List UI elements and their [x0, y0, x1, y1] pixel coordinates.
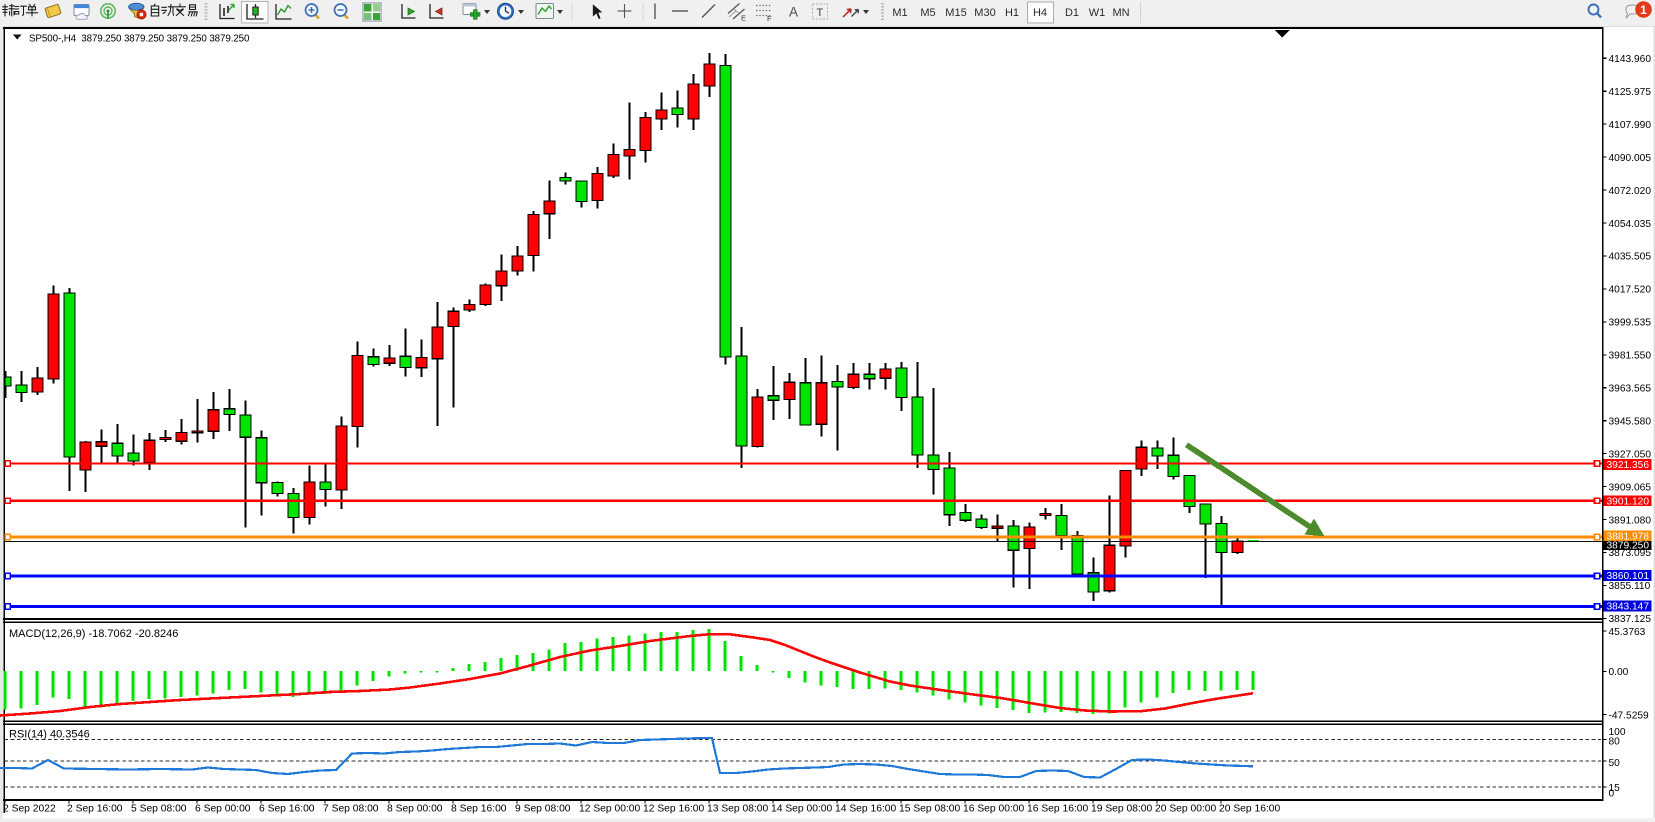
- svg-text:W1: W1: [1089, 7, 1106, 19]
- svg-text:4017.520: 4017.520: [1609, 285, 1652, 296]
- svg-text:1: 1: [1640, 3, 1647, 17]
- svg-text:6 Sep 00:00: 6 Sep 00:00: [195, 804, 251, 815]
- svg-text:3999.535: 3999.535: [1609, 318, 1652, 329]
- svg-text:14 Sep 16:00: 14 Sep 16:00: [835, 804, 897, 815]
- svg-text:3921.356: 3921.356: [1607, 460, 1650, 471]
- svg-text:50: 50: [1609, 758, 1621, 769]
- svg-text:20 Sep 00:00: 20 Sep 00:00: [1155, 804, 1217, 815]
- svg-text:7 Sep 08:00: 7 Sep 08:00: [323, 804, 379, 815]
- svg-text:4090.005: 4090.005: [1609, 153, 1652, 164]
- svg-text:15 Sep 08:00: 15 Sep 08:00: [899, 804, 961, 815]
- svg-text:0.00: 0.00: [1609, 667, 1629, 678]
- svg-text:4107.990: 4107.990: [1609, 120, 1652, 131]
- svg-text:14 Sep 00:00: 14 Sep 00:00: [771, 804, 833, 815]
- svg-text:A: A: [789, 5, 798, 20]
- svg-text:M5: M5: [920, 7, 935, 19]
- svg-text:3873.095: 3873.095: [1609, 548, 1652, 559]
- svg-text:8 Sep 16:00: 8 Sep 16:00: [451, 804, 507, 815]
- svg-text:16 Sep 16:00: 16 Sep 16:00: [1027, 804, 1089, 815]
- svg-text:4143.960: 4143.960: [1609, 54, 1652, 65]
- svg-text:45.3763: 45.3763: [1609, 627, 1646, 638]
- svg-text:MN: MN: [1112, 7, 1129, 19]
- svg-text:8 Sep 00:00: 8 Sep 00:00: [387, 804, 443, 815]
- svg-text:4125.975: 4125.975: [1609, 87, 1652, 98]
- svg-text:F: F: [767, 14, 772, 23]
- svg-text:5 Sep 08:00: 5 Sep 08:00: [131, 804, 187, 815]
- svg-text:3909.065: 3909.065: [1609, 482, 1652, 493]
- svg-text:4035.505: 4035.505: [1609, 252, 1652, 263]
- svg-text:20 Sep 16:00: 20 Sep 16:00: [1219, 804, 1281, 815]
- svg-text:4072.020: 4072.020: [1609, 186, 1652, 197]
- svg-text:80: 80: [1609, 736, 1621, 747]
- svg-text:13 Sep 08:00: 13 Sep 08:00: [707, 804, 769, 815]
- svg-text:RSI(14) 40.3546: RSI(14) 40.3546: [9, 729, 90, 741]
- svg-text:M1: M1: [892, 7, 907, 19]
- svg-text:3855.110: 3855.110: [1609, 581, 1651, 592]
- svg-text:19 Sep 08:00: 19 Sep 08:00: [1091, 804, 1153, 815]
- svg-text:-47.5259: -47.5259: [1609, 710, 1650, 721]
- svg-text:T: T: [817, 7, 824, 19]
- svg-text:M30: M30: [974, 7, 995, 19]
- svg-text:3891.080: 3891.080: [1609, 515, 1652, 526]
- svg-text:3881.978: 3881.978: [1607, 531, 1650, 542]
- svg-text:2 Sep 16:00: 2 Sep 16:00: [67, 804, 123, 815]
- svg-text:6 Sep 16:00: 6 Sep 16:00: [259, 804, 315, 815]
- svg-text:3879.250: 3879.250: [1607, 540, 1650, 551]
- svg-text:3860.101: 3860.101: [1607, 571, 1650, 582]
- svg-text:3945.580: 3945.580: [1609, 417, 1652, 428]
- svg-text:3927.050: 3927.050: [1609, 449, 1652, 460]
- svg-text:H4: H4: [1033, 7, 1047, 19]
- svg-text:3901.120: 3901.120: [1607, 496, 1650, 507]
- svg-text:SP500-,H4 3879.250 3879.250 3: SP500-,H4 3879.250 3879.250 3879.250 387…: [29, 33, 250, 44]
- svg-text:H1: H1: [1005, 7, 1019, 19]
- svg-text:2 Sep 2022: 2 Sep 2022: [3, 804, 56, 815]
- svg-text:3963.565: 3963.565: [1609, 384, 1652, 395]
- svg-text:16 Sep 00:00: 16 Sep 00:00: [963, 804, 1025, 815]
- svg-text:12 Sep 00:00: 12 Sep 00:00: [579, 804, 641, 815]
- svg-text:100: 100: [1609, 727, 1626, 738]
- svg-text:3837.125: 3837.125: [1609, 614, 1652, 625]
- svg-text:D1: D1: [1065, 7, 1079, 19]
- svg-text:M15: M15: [945, 7, 966, 19]
- svg-text:9 Sep 08:00: 9 Sep 08:00: [515, 804, 571, 815]
- svg-text:4054.035: 4054.035: [1609, 219, 1652, 230]
- svg-text:12 Sep 16:00: 12 Sep 16:00: [643, 804, 705, 815]
- svg-text:3843.147: 3843.147: [1607, 602, 1650, 613]
- svg-text:3981.550: 3981.550: [1609, 351, 1652, 362]
- svg-text:E: E: [741, 14, 746, 23]
- svg-text:MACD(12,26,9) -18.7062 -20.824: MACD(12,26,9) -18.7062 -20.8246: [9, 628, 178, 640]
- svg-text:0: 0: [1609, 789, 1615, 800]
- svg-text:15: 15: [1609, 783, 1621, 794]
